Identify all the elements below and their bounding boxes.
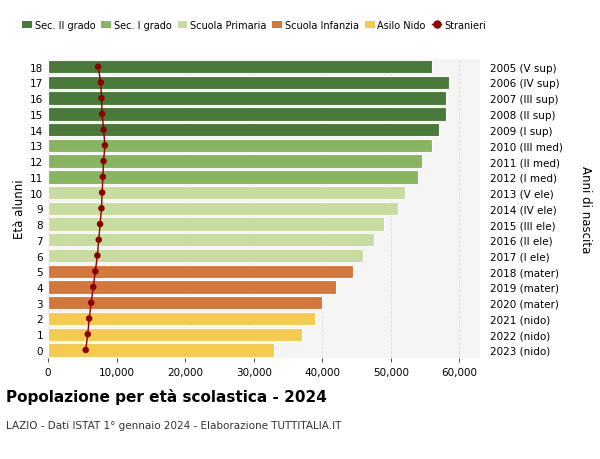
Bar xyxy=(48,61,432,74)
Point xyxy=(81,347,91,354)
Point xyxy=(98,174,107,181)
Point xyxy=(99,127,109,134)
Y-axis label: Anni di nascita: Anni di nascita xyxy=(579,165,592,252)
Bar xyxy=(48,140,432,153)
Point xyxy=(83,331,92,338)
Bar xyxy=(48,92,446,106)
Bar xyxy=(48,234,374,247)
Bar xyxy=(48,218,384,231)
Point xyxy=(95,221,105,228)
Bar xyxy=(48,281,336,294)
Bar xyxy=(48,155,422,168)
Bar xyxy=(48,171,418,184)
Legend: Sec. II grado, Sec. I grado, Scuola Primaria, Scuola Infanzia, Asilo Nido, Stran: Sec. II grado, Sec. I grado, Scuola Prim… xyxy=(19,17,490,34)
Point xyxy=(91,268,100,275)
Bar xyxy=(48,108,446,121)
Bar xyxy=(48,265,353,278)
Point xyxy=(99,158,109,165)
Point xyxy=(97,95,106,103)
Point xyxy=(97,111,107,118)
Bar xyxy=(48,297,322,310)
Point xyxy=(96,79,106,87)
Text: LAZIO - Dati ISTAT 1° gennaio 2024 - Elaborazione TUTTITALIA.IT: LAZIO - Dati ISTAT 1° gennaio 2024 - Ela… xyxy=(6,420,341,430)
Y-axis label: Età alunni: Età alunni xyxy=(13,179,26,239)
Bar xyxy=(48,123,439,137)
Bar xyxy=(48,77,449,90)
Point xyxy=(97,205,106,213)
Bar xyxy=(48,186,404,200)
Point xyxy=(88,284,98,291)
Text: Popolazione per età scolastica - 2024: Popolazione per età scolastica - 2024 xyxy=(6,388,327,404)
Bar xyxy=(48,328,302,341)
Point xyxy=(85,315,94,322)
Point xyxy=(92,252,102,260)
Bar xyxy=(48,343,274,357)
Point xyxy=(100,142,110,150)
Point xyxy=(97,190,107,197)
Bar xyxy=(48,249,364,263)
Point xyxy=(86,299,96,307)
Point xyxy=(93,64,103,71)
Bar xyxy=(48,312,316,325)
Point xyxy=(94,236,104,244)
Bar xyxy=(48,202,398,216)
